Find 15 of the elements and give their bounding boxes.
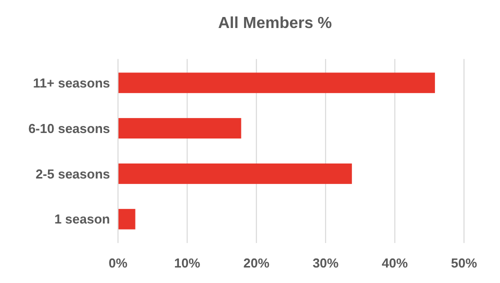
- bar: [118, 118, 242, 139]
- y-tick-label: 1 season: [54, 212, 110, 227]
- x-tick-label: 40%: [382, 256, 408, 271]
- bar: [118, 208, 136, 230]
- x-tick-label: 50%: [450, 256, 478, 271]
- bar: [118, 163, 352, 184]
- x-tick-label: 30%: [312, 256, 340, 271]
- y-tick-label: 2-5 seasons: [36, 166, 110, 182]
- x-tick-label: 20%: [243, 256, 270, 271]
- y-tick-label: 6-10 seasons: [28, 120, 110, 136]
- y-tick-label: 11+ seasons: [33, 75, 110, 90]
- x-tick-label: 10%: [174, 256, 201, 271]
- chart-title: All Members %: [218, 15, 332, 32]
- bar: [118, 72, 435, 94]
- x-tick-label: 0%: [108, 256, 128, 271]
